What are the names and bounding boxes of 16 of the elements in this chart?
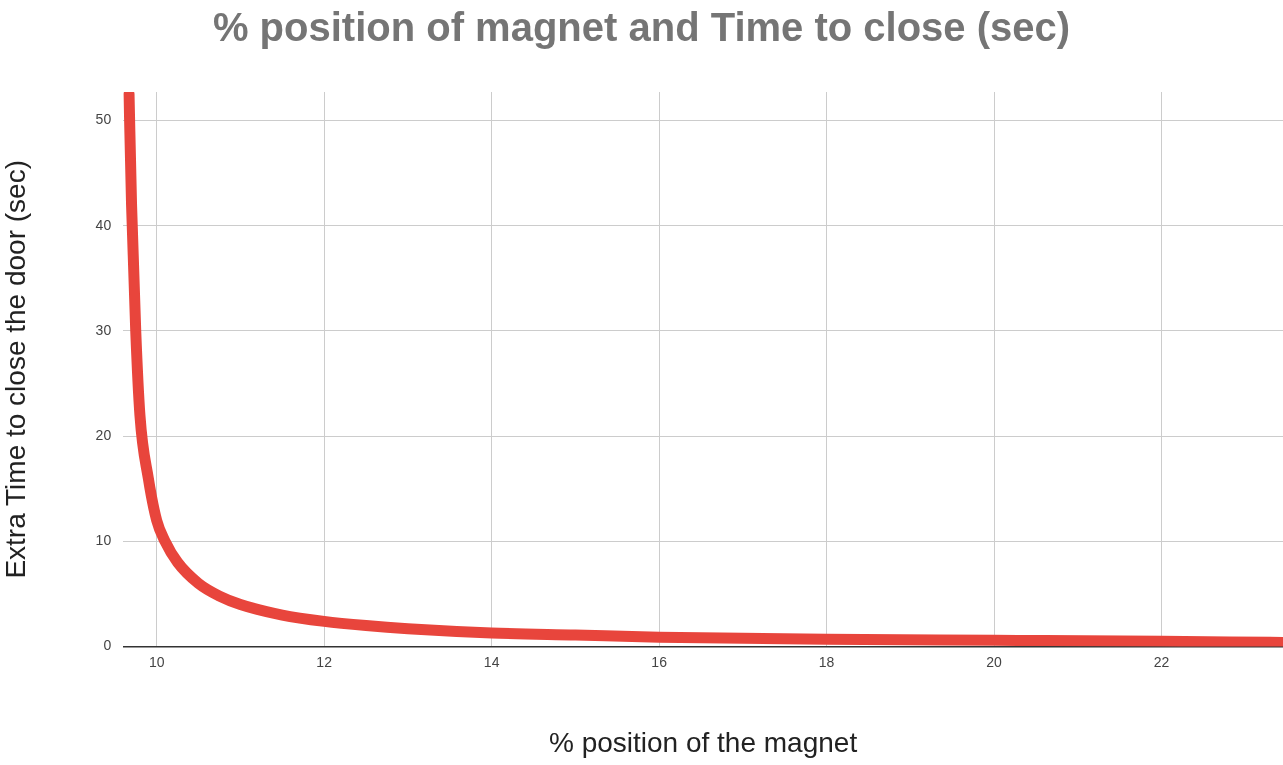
x-tick-label: 10 <box>148 653 165 670</box>
x-tick-label: 18 <box>818 653 835 670</box>
x-tick-label: 20 <box>986 653 1003 670</box>
y-tick-label: 20 <box>95 426 112 443</box>
y-tick-label: 40 <box>95 216 112 233</box>
x-tick-label: 12 <box>316 653 333 670</box>
y-tick-label: 30 <box>95 321 112 338</box>
x-tick-label: 14 <box>483 653 500 670</box>
y-tick-label: 0 <box>103 637 112 654</box>
y-tick-label: 10 <box>95 532 112 549</box>
x-axis-title: % position of the magnet <box>548 726 858 758</box>
x-tick-label: 16 <box>651 653 668 670</box>
y-tick-label: 50 <box>95 111 112 128</box>
y-axis-title: Extra Time to close the door (sec) <box>0 160 31 579</box>
x-tick-label: 22 <box>1153 653 1170 670</box>
chart-title: % position of magnet and Time to close (sec) <box>212 5 1071 50</box>
